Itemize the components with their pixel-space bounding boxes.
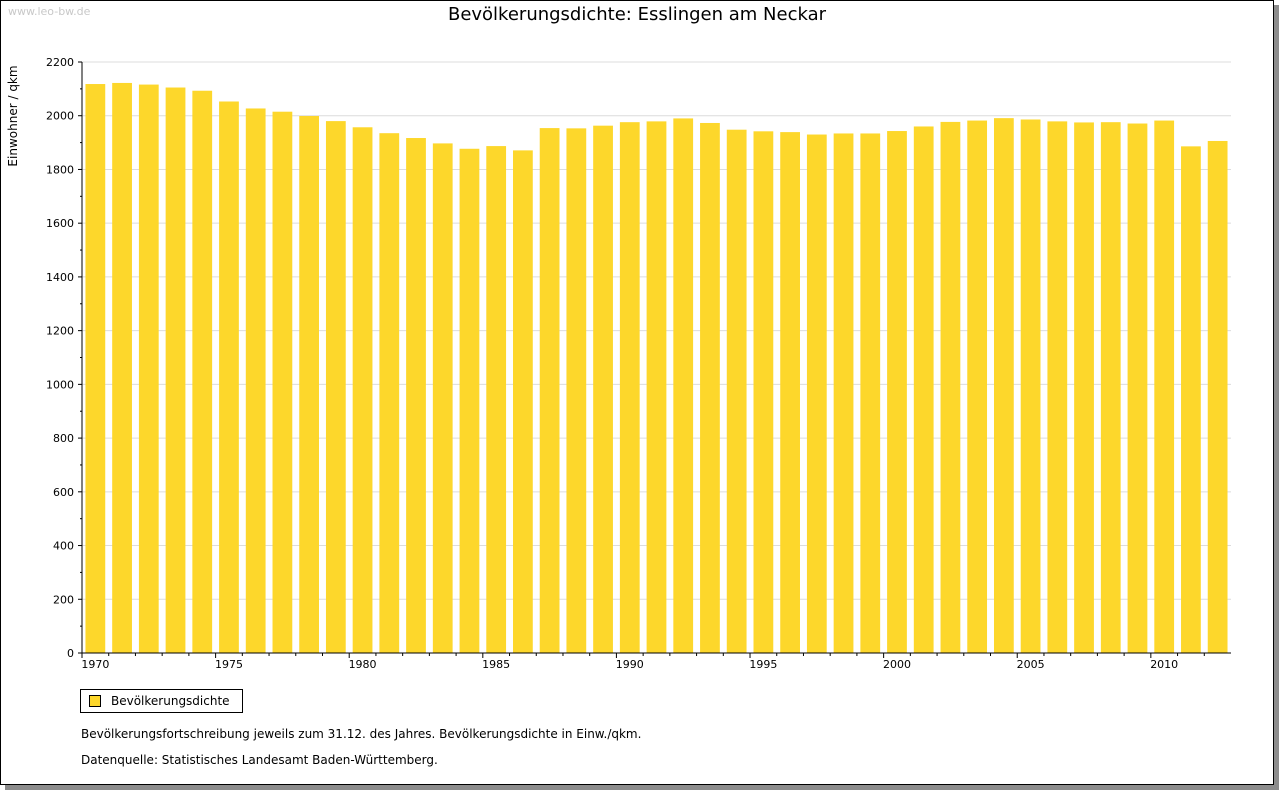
- bar-2011: [1181, 146, 1201, 653]
- legend: Bevölkerungsdichte: [80, 689, 243, 713]
- y-tick-label: 600: [53, 486, 74, 499]
- bar-1993: [700, 122, 720, 654]
- bar-1973: [165, 87, 186, 653]
- bar-1990: [619, 122, 640, 654]
- x-tick-label: 1990: [616, 658, 644, 671]
- bar-1975: [219, 101, 239, 654]
- legend-label: Bevölkerungsdichte: [111, 694, 230, 708]
- bar-1994: [726, 129, 747, 653]
- bar-1997: [806, 134, 827, 653]
- y-tick-label: 2200: [46, 56, 74, 69]
- bar-1985: [486, 146, 507, 653]
- bar-1996: [780, 132, 800, 654]
- x-tick-label: 1970: [81, 658, 109, 671]
- bar-2006: [1047, 121, 1068, 654]
- y-tick-label: 1200: [46, 325, 74, 338]
- y-tick-label: 1400: [46, 271, 74, 284]
- x-tick-label: 1995: [749, 658, 777, 671]
- y-tick-label: 1600: [46, 217, 74, 230]
- bar-1979: [325, 121, 346, 654]
- bar-1998: [833, 133, 854, 653]
- bar-1981: [379, 133, 400, 653]
- bar-2009: [1127, 123, 1148, 653]
- bar-2007: [1074, 122, 1094, 653]
- bar-1992: [673, 118, 694, 653]
- y-tick-label: 0: [67, 647, 74, 660]
- y-axis-title: Einwohner / qkm: [6, 65, 20, 166]
- bars: [85, 82, 1228, 654]
- y-tick-label: 1000: [46, 378, 74, 391]
- bar-1986: [513, 150, 533, 653]
- footnote-source: Datenquelle: Statistisches Landesamt Bad…: [81, 753, 438, 767]
- bar-1983: [432, 143, 453, 653]
- bar-1971: [112, 82, 132, 653]
- bar-2004: [993, 118, 1014, 653]
- chart-title: Bevölkerungsdichte: Esslingen am Neckar: [447, 4, 827, 25]
- bar-2008: [1100, 122, 1121, 654]
- y-tick-label: 2000: [46, 110, 74, 123]
- watermark: www.leo-bw.de: [8, 5, 91, 18]
- x-tick-label: 2010: [1150, 658, 1178, 671]
- y-tick-label: 400: [53, 540, 74, 553]
- x-tick-label: 1985: [482, 658, 510, 671]
- x-tick-label: 1980: [349, 658, 377, 671]
- bar-1977: [272, 111, 293, 653]
- bar-2010: [1154, 120, 1175, 653]
- bar-1995: [753, 131, 774, 653]
- bar-1974: [192, 90, 213, 654]
- bar-1976: [245, 108, 266, 654]
- bar-1982: [406, 138, 426, 653]
- bar-2003: [967, 120, 988, 653]
- axes: 0 200 400 600 800 1000 1200 1400 1600 1800 2000 220…: [46, 56, 1231, 671]
- y-tick-label: 800: [53, 432, 74, 445]
- bar-1970: [85, 84, 106, 653]
- y-tick-label: 1800: [46, 163, 74, 176]
- bar-2000: [887, 131, 907, 654]
- x-tick-label: 1975: [215, 658, 243, 671]
- footnote-method: Bevölkerungsfortschreibung jeweils zum 3…: [81, 727, 642, 741]
- bar-1999: [860, 133, 881, 653]
- bar-2012: [1207, 140, 1228, 654]
- bar-2005: [1020, 119, 1041, 654]
- bar-2001: [913, 126, 934, 654]
- bar-1987: [539, 128, 560, 653]
- bar-1980: [352, 127, 373, 653]
- legend-swatch: [89, 695, 101, 707]
- bar-1984: [459, 148, 480, 653]
- y-tick-label: 200: [53, 593, 74, 606]
- bar-1978: [299, 116, 320, 653]
- bar-1989: [593, 125, 613, 654]
- bar-1991: [646, 121, 667, 654]
- x-tick-label: 2000: [883, 658, 911, 671]
- x-tick-label: 2005: [1017, 658, 1045, 671]
- bar-2002: [940, 121, 961, 653]
- bar-1972: [138, 84, 159, 653]
- bar-1988: [566, 128, 587, 654]
